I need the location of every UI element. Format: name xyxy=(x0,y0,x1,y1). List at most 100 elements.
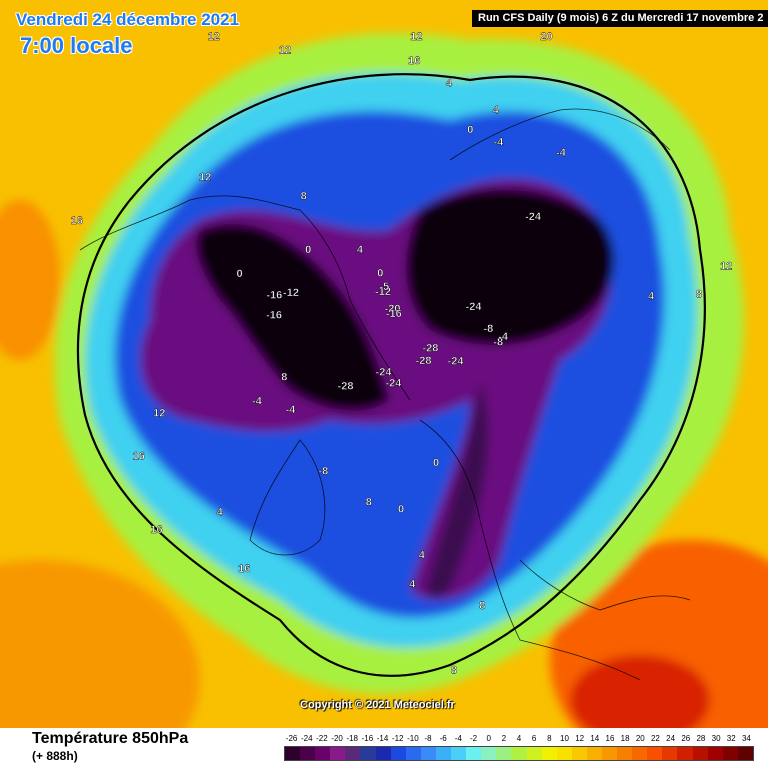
temperature-shading xyxy=(0,33,768,728)
contour-label: 12 xyxy=(153,408,165,420)
scale-swatch xyxy=(375,747,391,760)
scale-swatch xyxy=(541,747,557,760)
scale-label: -8 xyxy=(424,734,432,743)
contour-label: -4 xyxy=(286,404,297,416)
scale-swatch xyxy=(405,747,421,760)
contour-label: -8 xyxy=(484,323,494,335)
contour-label: 0 xyxy=(467,124,473,136)
contour-label: 8 xyxy=(281,371,287,383)
contour-label: 16 xyxy=(133,450,145,462)
contour-label: 12 xyxy=(720,261,732,273)
contour-label: 4 xyxy=(419,550,426,562)
coastlines xyxy=(79,108,691,681)
contour-label: -4 xyxy=(556,147,567,159)
contour-label: -12 xyxy=(375,286,391,298)
contour-label: -28 xyxy=(338,381,354,393)
scale-label: 12 xyxy=(575,734,585,743)
forecast-date: Vendredi 24 décembre 2021 xyxy=(16,10,240,29)
scale-label: -14 xyxy=(376,734,389,743)
scale-label: 20 xyxy=(635,734,645,743)
contour-label: -28 xyxy=(422,343,438,355)
scale-label: -10 xyxy=(407,734,419,743)
scale-label: 6 xyxy=(531,734,537,743)
coastline-greenland xyxy=(249,439,326,556)
scale-swatch xyxy=(586,747,602,760)
contour-label: 8 xyxy=(366,497,372,509)
scale-label: 22 xyxy=(650,734,660,743)
scale-swatch xyxy=(466,747,482,760)
color-scale: -26 -24 -22 -20 -18 -16 -14 -12 -10 -8 -6 -4 -2 0 2 4 6 8… xyxy=(284,734,754,761)
scale-swatch xyxy=(315,747,331,760)
contour-label: 0 xyxy=(305,244,311,256)
contour-label: 12 xyxy=(410,31,422,43)
scale-label: -16 xyxy=(361,734,374,743)
scale-label: 26 xyxy=(681,734,691,743)
hot-zone-southeast xyxy=(570,655,710,728)
scale-swatch xyxy=(481,747,497,760)
contour-label: -4 xyxy=(498,331,509,343)
contour-label: -24 xyxy=(385,378,402,390)
scale-label: -26 xyxy=(285,734,298,743)
cold-core-east xyxy=(406,188,615,345)
warm-zone-west xyxy=(0,200,60,360)
contour-label: 16 xyxy=(238,563,250,575)
scale-swatch xyxy=(435,747,452,760)
contour-label: 8 xyxy=(696,288,702,300)
coastline-siberia xyxy=(449,108,671,161)
coastline-eurasia xyxy=(419,419,641,681)
scale-swatch xyxy=(556,747,572,760)
scale-label: -2 xyxy=(469,734,478,743)
contour-label: -4 xyxy=(494,137,505,149)
contour-label: 4 xyxy=(446,77,453,89)
scale-swatch xyxy=(707,747,723,760)
run-info-banner: Run CFS Daily (9 mois) 6 Z du Mercredi 1… xyxy=(472,10,768,27)
contour-label: -24 xyxy=(466,301,483,313)
temperature-map[interactable]: -28 -28 -28 -24 -24 -24 -24 -24 -20 -16 -16 -16 -12-… xyxy=(0,0,768,728)
contour-label: 8 xyxy=(479,600,485,612)
scale-label: -4 xyxy=(454,734,462,743)
contour-label: 4 xyxy=(357,244,364,256)
contour-label: 16 xyxy=(408,55,420,67)
parameter-name: Température 850hPa xyxy=(32,730,189,747)
scale-swatch xyxy=(662,747,678,760)
contour-label: -28 xyxy=(416,355,432,367)
contour-label: -4 xyxy=(252,395,263,407)
contour-label: 0 xyxy=(377,267,383,279)
scale-swatch xyxy=(737,747,753,760)
contour-label: 0 xyxy=(237,268,243,280)
contour-label: -24 xyxy=(448,355,465,367)
scale-label: 0 xyxy=(486,734,491,743)
scale-label: 4 xyxy=(516,734,522,743)
scale-swatch xyxy=(451,747,467,760)
contour-label: 16 xyxy=(71,215,83,227)
scale-label: 18 xyxy=(620,734,630,743)
scale-label: 30 xyxy=(711,734,721,743)
scale-label: 24 xyxy=(666,734,676,743)
contour-label: -24 xyxy=(376,366,393,378)
scale-swatch xyxy=(360,747,376,760)
contour-label: 0 xyxy=(398,504,404,516)
forecast-time: 7:00 locale xyxy=(20,33,133,58)
scale-label: -20 xyxy=(331,734,343,743)
scale-label: 2 xyxy=(501,734,507,743)
scale-swatch xyxy=(285,747,301,760)
scale-label: -24 xyxy=(300,734,313,743)
contour-label: -20 xyxy=(385,303,401,315)
scale-label: 16 xyxy=(605,734,615,743)
scale-label: 32 xyxy=(726,734,736,743)
scale-swatch xyxy=(571,747,587,760)
scale-swatch xyxy=(420,747,436,760)
scale-swatch xyxy=(390,747,406,760)
scale-swatch xyxy=(677,747,693,760)
warm-zone-southwest xyxy=(0,560,200,728)
contour-label: -16 xyxy=(266,290,282,302)
scale-swatch xyxy=(692,747,708,760)
contour-label: 8 xyxy=(451,665,457,677)
scale-label: 14 xyxy=(590,734,600,743)
contour-label: 12 xyxy=(199,172,211,184)
map-footer: Température 850hPa (+ 888h) -26 -24 -22 -20… xyxy=(0,728,768,768)
contour-label: 8 xyxy=(301,190,307,202)
coastline-europe xyxy=(519,559,691,611)
contour-label: 4 xyxy=(493,105,500,117)
scale-swatch xyxy=(511,747,527,760)
